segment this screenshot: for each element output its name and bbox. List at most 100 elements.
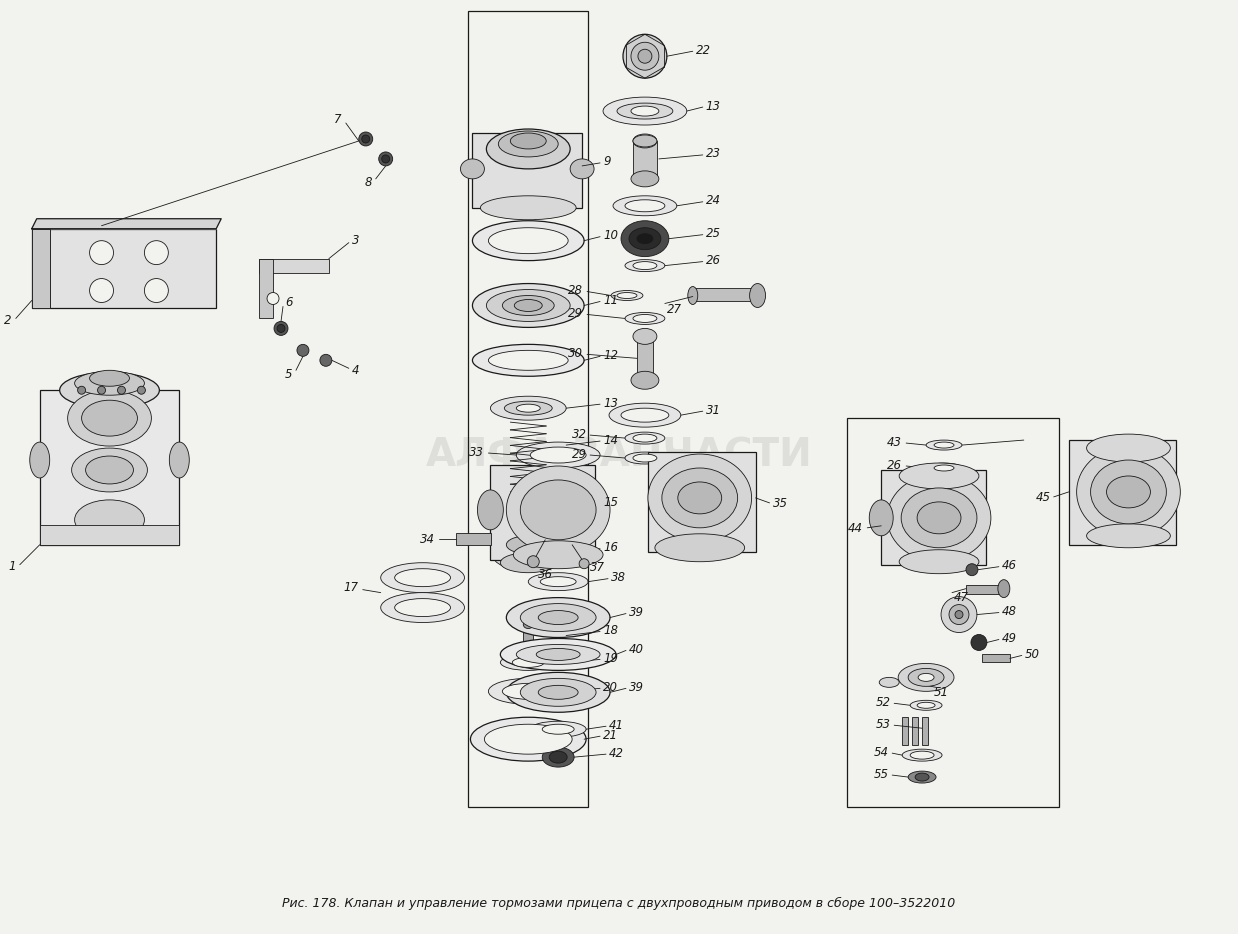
Ellipse shape: [631, 171, 659, 187]
Bar: [647, 452, 755, 552]
Ellipse shape: [381, 562, 464, 593]
Ellipse shape: [510, 133, 546, 149]
Circle shape: [941, 597, 977, 632]
Ellipse shape: [909, 669, 945, 686]
Bar: [636, 336, 652, 380]
Ellipse shape: [506, 498, 550, 517]
Text: 10: 10: [603, 229, 618, 242]
Ellipse shape: [926, 463, 962, 473]
Text: 21: 21: [603, 729, 618, 742]
Text: 45: 45: [1036, 491, 1051, 504]
Ellipse shape: [514, 300, 542, 311]
Ellipse shape: [933, 442, 954, 448]
Ellipse shape: [516, 404, 540, 412]
Text: 35: 35: [773, 498, 787, 510]
Text: Рис. 178. Клапан и управление тормозами прицепа с двухпроводным приводом в сборе: Рис. 178. Клапан и управление тормозами …: [282, 898, 956, 911]
Ellipse shape: [89, 370, 130, 387]
Ellipse shape: [500, 553, 556, 573]
Ellipse shape: [381, 593, 464, 623]
Text: 28: 28: [568, 284, 583, 297]
Circle shape: [267, 292, 279, 304]
Ellipse shape: [633, 134, 657, 148]
Text: 42: 42: [609, 746, 624, 759]
Circle shape: [381, 155, 390, 163]
Circle shape: [297, 345, 310, 357]
Ellipse shape: [82, 400, 137, 436]
Circle shape: [527, 556, 540, 568]
Bar: [473, 133, 582, 207]
Ellipse shape: [647, 454, 751, 542]
Text: 52: 52: [877, 696, 891, 709]
Bar: [514, 496, 542, 510]
Ellipse shape: [520, 603, 595, 631]
Circle shape: [89, 241, 114, 264]
Ellipse shape: [514, 496, 542, 508]
Ellipse shape: [461, 159, 484, 178]
Ellipse shape: [688, 287, 698, 304]
Ellipse shape: [899, 463, 979, 488]
Ellipse shape: [917, 502, 961, 534]
Bar: [524, 625, 534, 649]
Ellipse shape: [933, 465, 954, 471]
Ellipse shape: [506, 536, 550, 554]
Bar: [881, 470, 985, 565]
Ellipse shape: [68, 390, 151, 446]
Ellipse shape: [915, 773, 928, 781]
Circle shape: [118, 387, 125, 394]
Circle shape: [950, 604, 969, 625]
Ellipse shape: [625, 200, 665, 212]
Ellipse shape: [609, 403, 681, 427]
Text: 44: 44: [848, 522, 863, 535]
Ellipse shape: [513, 658, 545, 668]
Ellipse shape: [636, 234, 652, 244]
Text: 51: 51: [933, 686, 950, 699]
Ellipse shape: [612, 290, 643, 301]
Bar: [693, 288, 758, 302]
Ellipse shape: [633, 329, 657, 345]
Ellipse shape: [919, 673, 933, 682]
Text: 5: 5: [285, 368, 292, 381]
Bar: [457, 532, 491, 545]
Ellipse shape: [503, 295, 555, 316]
Text: 3: 3: [352, 234, 359, 248]
Ellipse shape: [662, 468, 738, 528]
Ellipse shape: [655, 534, 744, 561]
Ellipse shape: [909, 771, 936, 783]
Text: 33: 33: [469, 446, 484, 459]
Ellipse shape: [633, 262, 657, 270]
Ellipse shape: [1087, 524, 1170, 547]
Text: АЛФА-ЗАПЧАСТИ: АЛФА-ЗАПЧАСТИ: [426, 436, 812, 474]
Ellipse shape: [520, 480, 595, 540]
Text: 23: 23: [706, 148, 721, 161]
Bar: [912, 717, 919, 745]
Ellipse shape: [1087, 434, 1170, 462]
Bar: [922, 717, 928, 745]
Ellipse shape: [480, 196, 576, 219]
Ellipse shape: [571, 159, 594, 178]
Bar: [1068, 440, 1176, 545]
Text: 24: 24: [706, 194, 721, 207]
Ellipse shape: [621, 408, 669, 422]
Ellipse shape: [516, 442, 600, 468]
Text: 34: 34: [420, 533, 435, 546]
Text: 15: 15: [603, 496, 618, 509]
Circle shape: [971, 634, 987, 650]
Circle shape: [145, 241, 168, 264]
Ellipse shape: [85, 456, 134, 484]
Bar: [32, 229, 50, 308]
Text: 48: 48: [1002, 605, 1016, 618]
Ellipse shape: [869, 500, 893, 536]
Text: 9: 9: [603, 155, 610, 168]
Ellipse shape: [500, 639, 617, 671]
Ellipse shape: [506, 466, 610, 554]
Circle shape: [579, 559, 589, 569]
Ellipse shape: [520, 678, 595, 706]
Ellipse shape: [617, 103, 672, 119]
Circle shape: [631, 42, 659, 70]
Text: 41: 41: [609, 719, 624, 731]
Circle shape: [98, 387, 105, 394]
Text: 55: 55: [874, 768, 889, 781]
Ellipse shape: [488, 228, 568, 254]
Ellipse shape: [603, 97, 687, 125]
Text: 47: 47: [954, 591, 969, 604]
